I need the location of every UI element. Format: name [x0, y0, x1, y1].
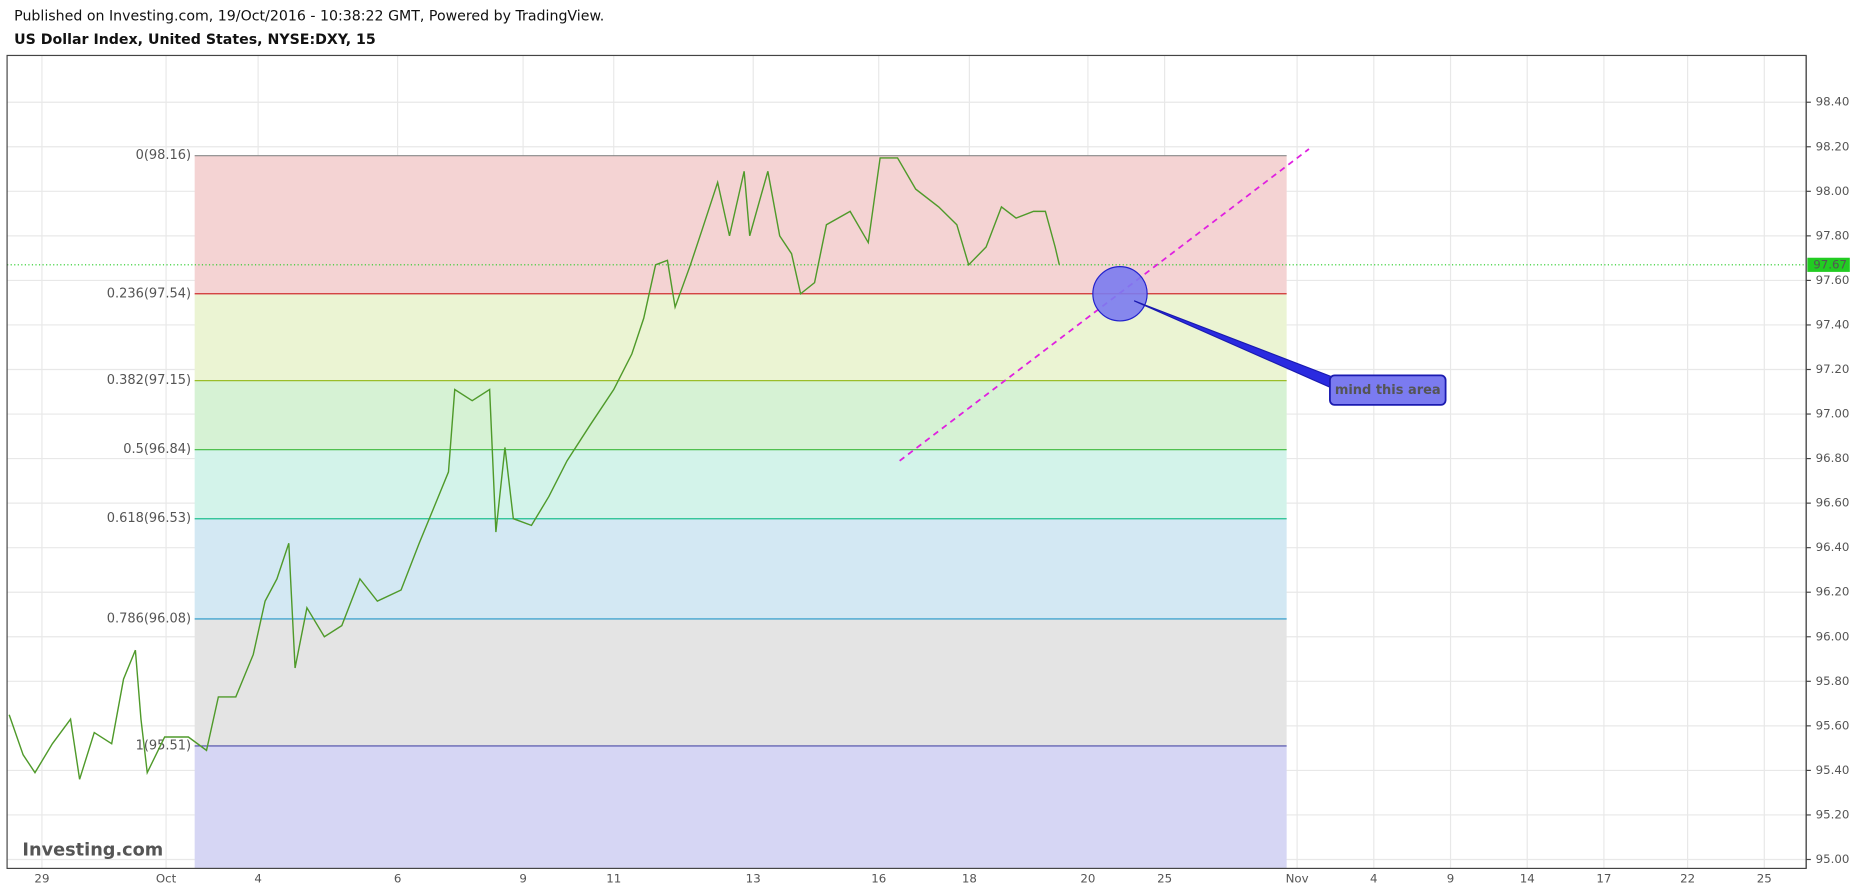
fib-label: 0.618(96.53): [107, 511, 191, 526]
y-tick-label: 98.40: [1816, 95, 1850, 109]
y-tick-label: 96.00: [1816, 629, 1850, 643]
x-tick-label: Oct: [156, 872, 177, 886]
y-tick-label: 95.20: [1816, 807, 1850, 821]
x-tick-label: 6: [394, 872, 402, 886]
fib-label: 0.236(97.54): [107, 286, 191, 301]
x-tick-label: 25: [1757, 872, 1772, 886]
title: US Dollar Index, United States, NYSE:DXY…: [14, 32, 376, 48]
fib-label: 0.786(96.08): [107, 611, 191, 626]
fib-label: 0(98.16): [136, 148, 192, 163]
y-tick-label: 98.20: [1816, 139, 1850, 153]
y-tick-label: 96.80: [1816, 451, 1850, 465]
x-tick-label: 13: [746, 872, 761, 886]
y-tick-label: 95.60: [1816, 718, 1850, 732]
y-tick-label: 97.80: [1816, 228, 1850, 242]
fib-zone: [194, 380, 1287, 450]
x-tick-label: 20: [1080, 872, 1095, 886]
fib-label: 1(95.51): [136, 738, 192, 753]
y-tick-label: 96.40: [1816, 540, 1850, 554]
x-tick-label: 11: [606, 872, 621, 886]
y-tick-label: 97.00: [1816, 407, 1850, 421]
x-tick-label: 29: [34, 872, 49, 886]
last-price-box: [1807, 257, 1850, 272]
x-tick-label: 9: [1447, 872, 1455, 886]
fib-zone: [194, 745, 1287, 869]
y-tick-label: 97.40: [1816, 317, 1850, 331]
x-tick-label: 4: [1370, 872, 1378, 886]
callout-box: [1329, 374, 1447, 406]
x-tick-label: 17: [1596, 872, 1611, 886]
y-tick-label: 95.40: [1816, 763, 1850, 777]
x-tick-label: 16: [871, 872, 886, 886]
x-tick-label: 22: [1680, 872, 1695, 886]
watermark: Investing.com: [22, 841, 163, 861]
fib-zone: [194, 518, 1287, 619]
subtitle: Published on Investing.com, 19/Oct/2016 …: [14, 9, 604, 25]
fib-zone: [194, 618, 1287, 746]
y-tick-label: 95.80: [1816, 674, 1850, 688]
y-tick-label: 96.60: [1816, 496, 1850, 510]
x-tick-label: 4: [254, 872, 262, 886]
plot-layer: 0(98.16) 0.236(97.54) 0.382(97.15) 0.5(96.8…: [7, 55, 1807, 869]
price-line: [8, 157, 1061, 780]
x-tick-label: 25: [1157, 872, 1172, 886]
last-price-label: 97.67: [1813, 257, 1847, 271]
x-tick-label: Nov: [1286, 872, 1309, 886]
y-tick-label: 95.00: [1816, 852, 1850, 866]
y-tick-label: 97.20: [1816, 362, 1850, 376]
fib-label: 0.382(97.15): [107, 373, 191, 388]
fib-zone: [194, 449, 1287, 519]
x-tick-label: 14: [1520, 872, 1535, 886]
highlight-circle: [1092, 266, 1148, 322]
y-tick-label: 98.00: [1816, 184, 1850, 198]
x-tick-label: 9: [519, 872, 527, 886]
fib-label: 0.5(96.84): [123, 442, 191, 457]
y-tick-label: 96.20: [1816, 585, 1850, 599]
y-tick-label: 97.60: [1816, 273, 1850, 287]
callout-text: mind this area: [1335, 383, 1441, 398]
x-tick-label: 18: [962, 872, 977, 886]
